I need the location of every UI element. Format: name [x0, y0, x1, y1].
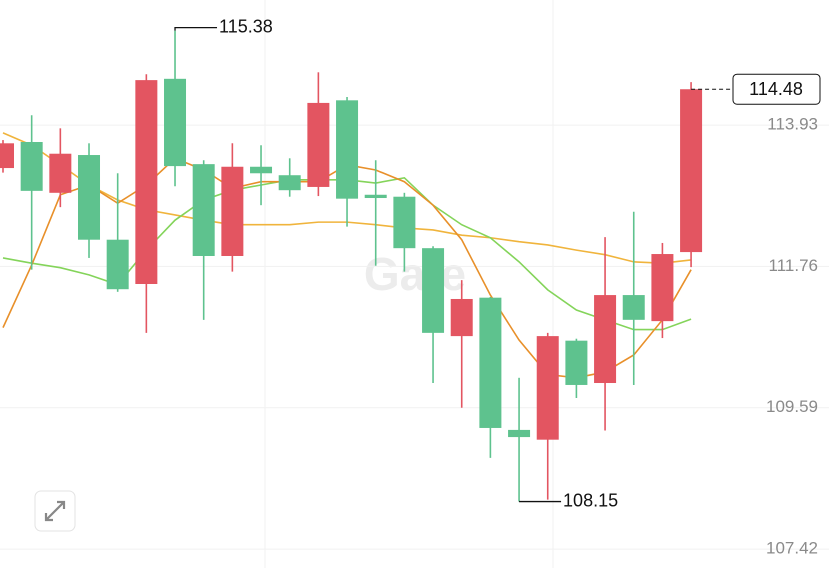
candle-body — [221, 166, 244, 256]
last-price-label: 114.48 — [749, 79, 803, 99]
candle-body — [450, 298, 473, 337]
candle-body — [508, 429, 531, 438]
candle-body — [20, 142, 43, 191]
candle-body — [192, 164, 215, 256]
candle-body — [594, 295, 617, 384]
candle-body — [479, 297, 502, 428]
candle-body — [250, 166, 273, 174]
y-tick-label: 113.93 — [767, 115, 818, 134]
candle-body — [393, 196, 416, 249]
min-label: 108.15 — [563, 490, 618, 510]
candle-body — [278, 175, 301, 191]
candle-body — [364, 194, 387, 199]
expand-button[interactable] — [34, 490, 76, 532]
y-tick-label: 107.42 — [766, 539, 818, 558]
candle-body — [622, 295, 645, 320]
candle-body — [680, 89, 703, 253]
max-pointer — [174, 26, 218, 31]
candle-body — [106, 239, 129, 290]
last-price-box — [732, 73, 821, 105]
candle-body — [651, 254, 674, 322]
max-label: 115.38 — [219, 16, 273, 36]
y-tick-label: 109.59 — [766, 397, 818, 416]
candle-body — [49, 153, 72, 193]
candle-body — [536, 336, 559, 440]
candle-body — [135, 80, 158, 284]
y-tick-label: 111.76 — [769, 256, 818, 275]
candle-body — [307, 102, 330, 187]
candle-body — [422, 248, 445, 333]
candle-body — [336, 100, 359, 199]
candle-body — [565, 340, 588, 385]
candle-body — [78, 155, 101, 240]
candle-body — [164, 78, 187, 167]
watermark: Gate — [364, 248, 466, 300]
candle-body — [0, 143, 14, 169]
